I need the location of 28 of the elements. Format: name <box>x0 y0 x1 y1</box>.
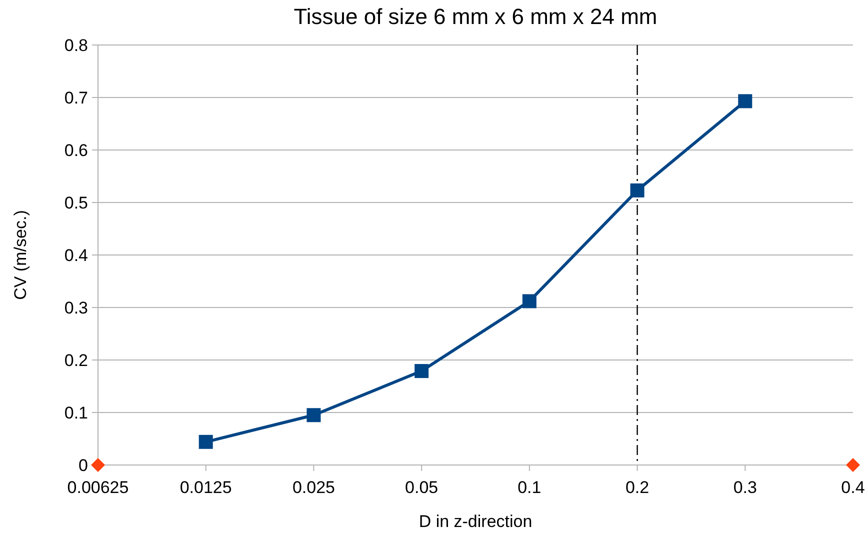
point <box>306 408 321 422</box>
x-axis-title: D in z-direction <box>418 512 532 531</box>
y-tick-label: 0.5 <box>64 193 88 212</box>
y-tick-label: 0.1 <box>64 403 88 422</box>
x-tick-label: 0.3 <box>733 478 757 497</box>
point <box>414 364 429 378</box>
y-tick-label: 0.3 <box>64 298 88 318</box>
point <box>846 458 860 472</box>
x-tick-label: 0.4 <box>841 478 865 497</box>
x-tick-label: 0.05 <box>405 478 438 497</box>
y-tick-label: 0.2 <box>64 350 88 370</box>
y-tick-label: 0.4 <box>64 246 88 265</box>
x-tick-label: 0.0125 <box>180 478 232 497</box>
x-tick-label: 0.025 <box>292 478 335 497</box>
y-axis-title: CV (m/sec.) <box>11 210 30 300</box>
point <box>738 94 752 108</box>
point <box>522 294 536 308</box>
y-tick-label: 0.6 <box>64 140 88 160</box>
point <box>91 458 105 472</box>
x-tick-label: 0.1 <box>518 478 542 497</box>
x-tick-label: 0.00625 <box>67 478 129 497</box>
chart-title: Tissue of size 6 mm x 6 mm x 24 mm <box>294 4 658 29</box>
y-tick-label: 0.8 <box>64 36 88 55</box>
y-tick-label: 0 <box>78 456 88 475</box>
point <box>198 434 213 449</box>
point <box>630 183 644 198</box>
x-tick-label: 0.2 <box>625 478 650 497</box>
y-tick-label: 0.7 <box>64 88 88 108</box>
